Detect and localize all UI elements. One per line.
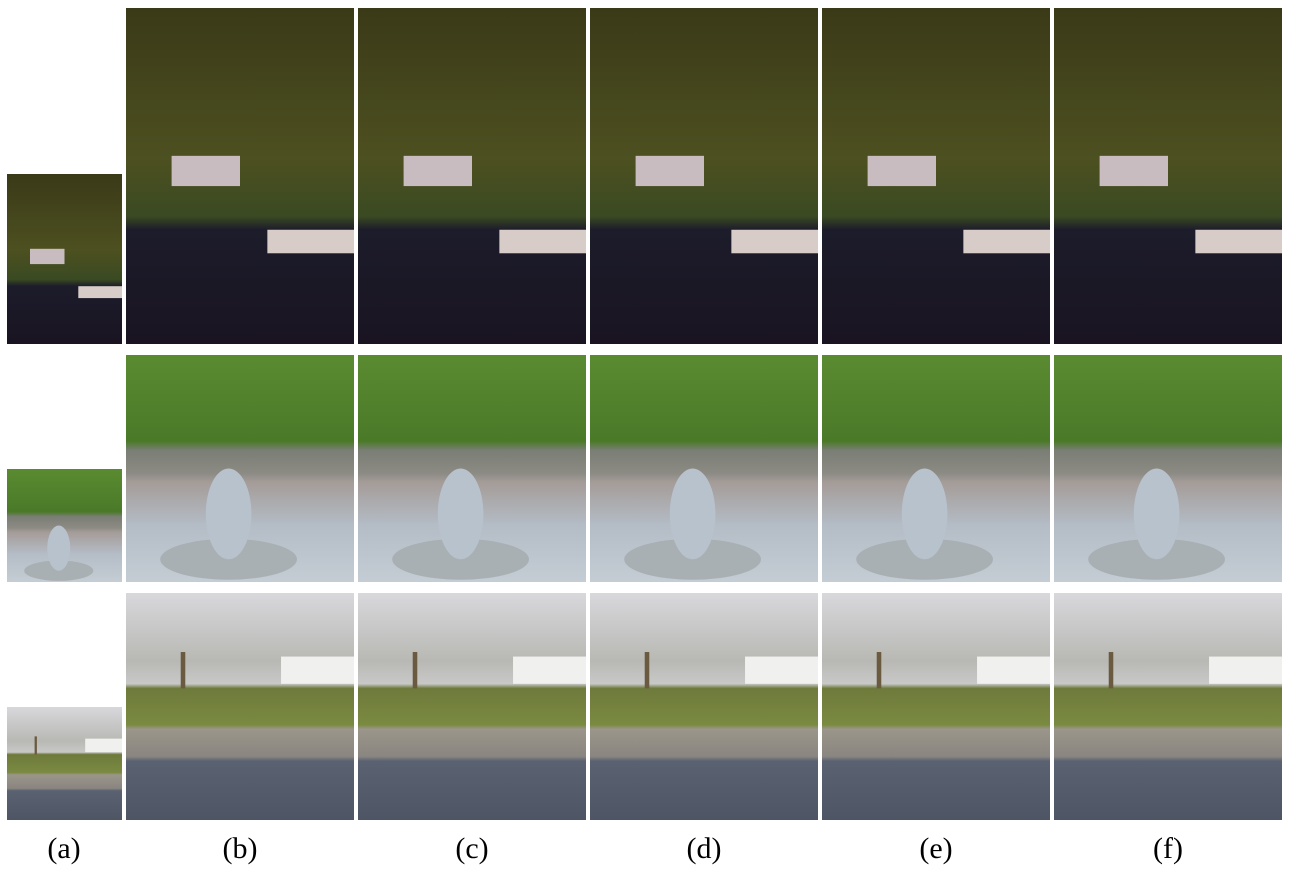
result-image [358,8,586,344]
result-image [1054,8,1282,344]
result-image [822,355,1050,582]
result-image [590,355,818,582]
result-image [590,593,818,820]
page: (a)(b)(c)(d)(e)(f) (() => { const data =… [0,0,1293,870]
column-caption: (f) [1153,832,1183,865]
column-caption: (b) [223,832,258,865]
result-image [822,8,1050,344]
input-thumbnail [7,469,122,582]
result-image [590,8,818,344]
panels [7,8,1282,820]
result-image [126,355,354,582]
result-image [126,593,354,820]
column-caption: (a) [47,832,80,865]
figure: (a) (b) (c) (d) (e) (f) [0,0,1293,870]
result-image [822,593,1050,820]
result-image [1054,593,1282,820]
result-image [358,593,586,820]
result-image [126,8,354,344]
captions: (a) (b) (c) (d) (e) (f) [47,832,1183,865]
input-thumbnail [7,174,122,344]
result-image [358,355,586,582]
input-thumbnail [7,707,122,820]
column-caption: (e) [919,832,952,865]
column-caption: (c) [455,832,488,865]
column-caption: (d) [687,832,722,865]
result-image [1054,355,1282,582]
